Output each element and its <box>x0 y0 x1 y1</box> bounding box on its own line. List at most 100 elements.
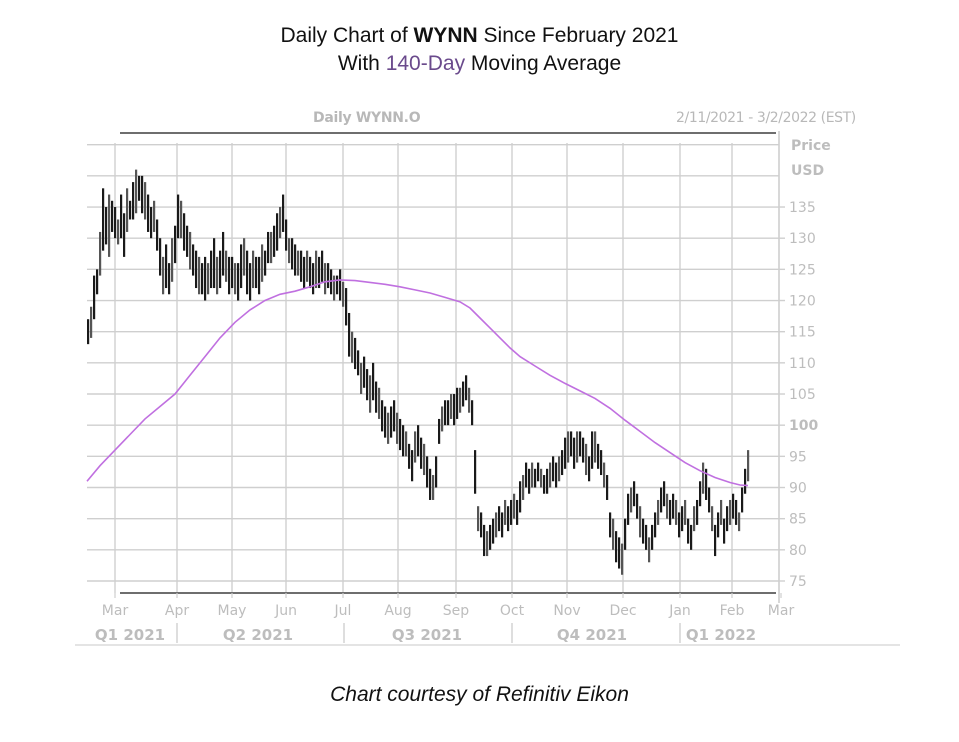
price-bar <box>666 493 669 519</box>
price-bar <box>432 475 435 500</box>
price-bar <box>405 431 408 457</box>
price-bar <box>312 263 315 295</box>
price-bar <box>444 400 447 426</box>
price-bar <box>207 263 210 295</box>
price-bar <box>624 518 627 550</box>
price-bar <box>669 499 672 525</box>
price-bar <box>216 256 219 295</box>
price-bar <box>648 537 651 563</box>
price-bar <box>174 225 177 264</box>
price-bar <box>543 475 546 494</box>
price-bar <box>414 431 417 463</box>
price-bar <box>132 182 135 220</box>
price-bar <box>279 207 282 239</box>
price-bar <box>423 443 426 476</box>
price-bar <box>645 524 648 550</box>
price-bar <box>738 512 741 532</box>
price-bar <box>564 437 567 469</box>
price-bar <box>429 468 432 500</box>
quarter-label: Q2 2021 <box>223 626 293 644</box>
price-bar <box>720 499 723 525</box>
price-bar <box>360 362 363 395</box>
price-bar <box>672 493 675 519</box>
price-bar <box>372 362 375 401</box>
x-tick-label: Jan <box>668 603 691 619</box>
price-bar <box>168 263 171 295</box>
y-tick-label: 100 <box>789 418 818 434</box>
price-bar <box>636 493 639 519</box>
price-bar <box>141 175 144 214</box>
price-bar <box>225 250 228 282</box>
price-bar <box>336 275 339 295</box>
price-bar <box>198 256 201 295</box>
price-bar <box>489 524 492 550</box>
price-bar <box>96 269 99 295</box>
price-bar <box>651 524 654 550</box>
price-bar <box>540 468 543 488</box>
price-bar <box>195 250 198 289</box>
price-bar <box>660 487 663 513</box>
price-bar <box>516 499 519 525</box>
price-bar <box>291 238 294 270</box>
price-bar <box>612 518 615 550</box>
price-bar <box>618 537 621 569</box>
price-bar <box>273 225 276 257</box>
price-bar <box>162 256 165 295</box>
price-bar <box>519 481 522 513</box>
price-bar <box>135 169 138 214</box>
price-bar <box>267 231 270 264</box>
price-bar <box>261 244 264 282</box>
price-bar <box>297 250 300 276</box>
price-bar <box>189 231 192 270</box>
price-bar <box>726 506 729 532</box>
price-bar <box>318 256 321 289</box>
price-bar <box>576 431 579 463</box>
price-bar <box>375 381 378 413</box>
price-bar <box>426 456 429 488</box>
price-bar <box>411 450 414 482</box>
price-bar <box>408 443 411 469</box>
price-bar <box>129 200 132 220</box>
date-range-label: 2/11/2021 - 3/2/2022 (EST) <box>676 110 856 126</box>
price-bar <box>687 518 690 544</box>
price-bar <box>468 387 471 413</box>
y-tick-label: 110 <box>789 356 816 372</box>
price-bar <box>300 250 303 282</box>
price-bar <box>150 207 153 239</box>
price-bar <box>606 475 609 500</box>
price-bar <box>276 213 279 251</box>
price-bar <box>282 194 285 232</box>
price-bar <box>324 263 327 295</box>
price-bar <box>447 400 450 426</box>
subtitle-suffix: Moving Average <box>465 52 622 75</box>
y-tick-label: 135 <box>789 200 816 216</box>
price-bar <box>303 256 306 289</box>
price-bar <box>567 431 570 463</box>
price-bar <box>582 437 585 463</box>
price-bar <box>573 437 576 469</box>
y-tick-label: 90 <box>789 481 807 497</box>
x-tick-label: Jul <box>334 603 352 619</box>
y-tick-label: 75 <box>789 574 807 590</box>
price-bar <box>732 493 735 519</box>
price-bar <box>717 512 720 538</box>
price-bar <box>537 462 540 482</box>
x-tick-label: Sep <box>443 603 470 619</box>
x-tick-label: Aug <box>384 603 411 619</box>
x-tick-label: Nov <box>553 603 580 619</box>
price-bar <box>327 263 330 289</box>
price-bar <box>729 499 732 525</box>
price-bar <box>495 512 498 538</box>
quarter-label: Q4 2021 <box>557 626 627 644</box>
price-bar <box>417 425 420 457</box>
price-bar <box>594 431 597 463</box>
price-bar <box>165 244 168 289</box>
price-bar <box>678 512 681 538</box>
price-bar <box>222 231 225 276</box>
price-bar <box>396 412 399 444</box>
price-bar <box>579 431 582 457</box>
x-tick-label: Mar <box>768 603 795 619</box>
price-bar <box>381 400 384 432</box>
price-bar <box>249 263 252 301</box>
y-tick-label: 120 <box>789 294 816 310</box>
